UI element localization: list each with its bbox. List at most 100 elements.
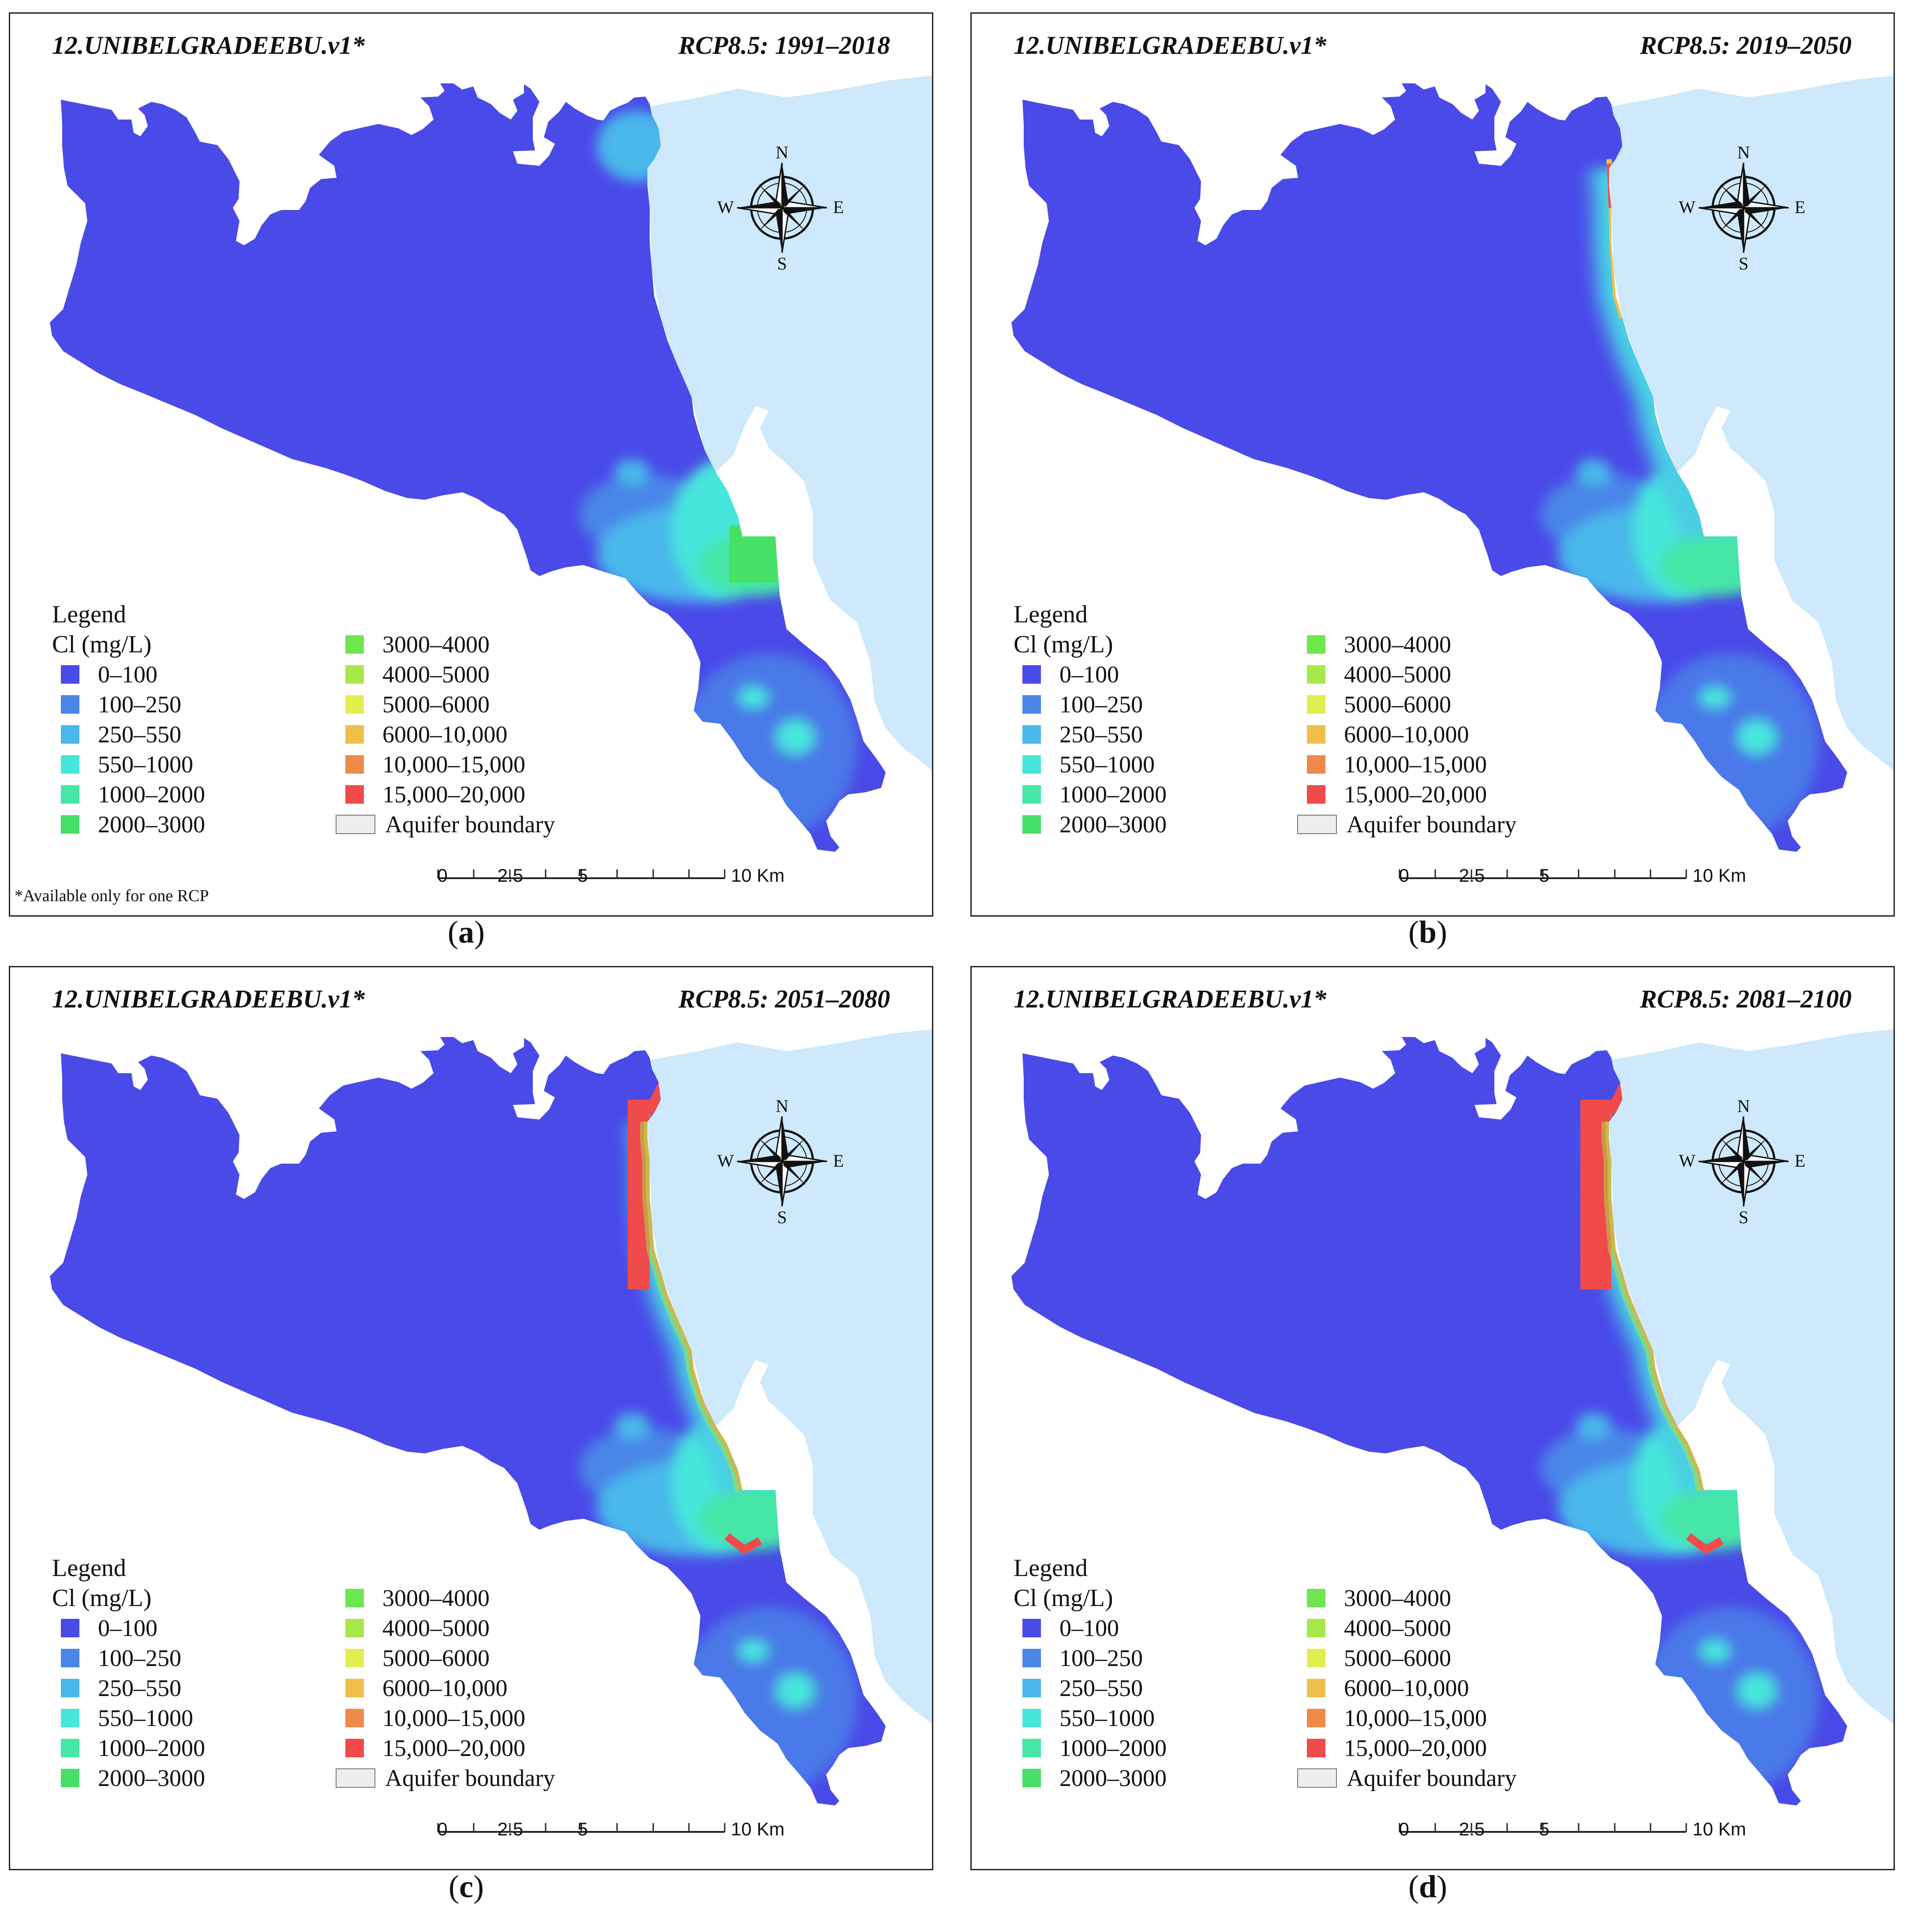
legend-label: 100–250	[98, 1645, 181, 1671]
legend-label: 0–100	[1059, 1615, 1119, 1641]
legend-swatch	[1307, 1589, 1325, 1607]
legend-item-boundary: Aquifer boundary	[336, 809, 555, 839]
compass-s-label: S	[1739, 254, 1748, 273]
legend-swatch	[61, 1769, 79, 1787]
scale-bar	[437, 869, 726, 879]
aquifer-area	[1011, 83, 1847, 852]
legend-label: 4000–5000	[382, 1615, 490, 1641]
legend-swatch	[61, 755, 79, 774]
panel-caption: (c)	[449, 1869, 484, 1904]
compass-e-label: E	[1795, 197, 1805, 217]
legend-swatch	[1307, 665, 1325, 684]
legend-swatch	[1307, 755, 1325, 774]
legend-column-high: 3000–4000 4000–5000 5000–6000 6000–10,000 10…	[336, 629, 555, 839]
legend-item: 6000–10,000	[1307, 1673, 1516, 1703]
compass-rose-icon: N S E W	[717, 1096, 844, 1227]
legend-swatch	[1022, 785, 1041, 804]
legend-item: 250–550	[1022, 1673, 1167, 1703]
panel-caption-letter: b	[1418, 914, 1437, 950]
legend-swatch	[345, 1709, 364, 1727]
legend-swatch	[61, 1709, 79, 1727]
map-canvas: N S E W	[1011, 1029, 1894, 1833]
legend-column-low: 0–100 100–250 250–550 550–1000 1000–2000 2000…	[61, 1613, 205, 1793]
legend-title: Legend	[1014, 1554, 1088, 1582]
compass-rose-icon: N S E W	[717, 142, 844, 273]
map-panel-b: N S E W 12.UNIBELGRADEEBU.v1* RCP8.5: 2019–20…	[970, 12, 1895, 917]
legend-swatch	[1307, 785, 1325, 804]
legend-label: 100–250	[98, 691, 181, 718]
map-period-label: RCP8.5: 1991–2018	[678, 31, 890, 60]
legend-column-high: 3000–4000 4000–5000 5000–6000 6000–10,000 10…	[1297, 629, 1517, 839]
legend-label: 2000–3000	[98, 1765, 205, 1791]
legend-item-boundary: Aquifer boundary	[336, 1763, 555, 1793]
legend-swatch	[345, 1739, 364, 1757]
legend-label: Aquifer boundary	[1347, 1765, 1517, 1791]
legend-swatch	[1022, 725, 1041, 744]
scale-tick-label: 2.5	[1459, 865, 1485, 886]
legend-swatch	[1022, 755, 1041, 774]
sea-area	[647, 1029, 932, 1724]
legend-label: 250–550	[1059, 721, 1143, 748]
aquifer-area	[50, 83, 886, 852]
legend-item: 0–100	[1022, 1613, 1167, 1643]
footnote: *Available only for one RCP	[15, 887, 209, 905]
legend-item: 6000–10,000	[345, 1673, 555, 1703]
legend-item: 10,000–15,000	[1307, 1703, 1516, 1733]
legend-label: 5000–6000	[382, 1645, 490, 1671]
compass-n-label: N	[1737, 1096, 1750, 1116]
legend-item: 1000–2000	[61, 779, 205, 809]
legend-item: 6000–10,000	[345, 719, 555, 749]
legend-title: Legend	[1014, 601, 1088, 628]
legend-swatch	[345, 1589, 364, 1607]
compass-w-label: W	[1679, 1151, 1695, 1171]
legend-label: 10,000–15,000	[1344, 1705, 1487, 1731]
legend-item: 3000–4000	[345, 1583, 555, 1613]
legend-item: 6000–10,000	[1307, 719, 1516, 749]
legend-subtitle: Cl (mg/L)	[52, 1584, 152, 1612]
legend-item: 1000–2000	[1022, 1733, 1167, 1763]
compass-s-label: S	[777, 1207, 787, 1227]
legend-label: 2000–3000	[98, 811, 205, 838]
legend-item: 100–250	[61, 1643, 205, 1673]
legend-item: 2000–3000	[1022, 1763, 1167, 1793]
legend-column-high: 3000–4000 4000–5000 5000–6000 6000–10,000 10…	[336, 1583, 555, 1793]
legend-swatch	[61, 1739, 79, 1757]
compass-w-label: W	[717, 197, 734, 217]
legend-swatch	[61, 785, 79, 804]
legend-title: Legend	[52, 601, 126, 628]
legend-label: 550–1000	[1059, 1705, 1155, 1731]
map-panel-d: N S E W 12.UNIBELGRADEEBU.v1* RCP8.5: 2081–21…	[970, 966, 1895, 1870]
panel-caption: (d)	[1408, 1869, 1448, 1904]
legend-swatch	[345, 1619, 364, 1637]
sea-area	[1609, 75, 1894, 771]
scale-tick-label: 0	[437, 865, 448, 886]
legend-label: Aquifer boundary	[1347, 811, 1517, 838]
legend-label: 3000–4000	[382, 1585, 490, 1611]
compass-n-label: N	[776, 1096, 789, 1116]
compass-rose-icon: N S E W	[1679, 142, 1805, 273]
legend-swatch	[1307, 635, 1325, 654]
map-canvas: N S E W	[1011, 75, 1894, 879]
legend-swatch	[1022, 1649, 1041, 1667]
legend-swatch-boundary	[336, 815, 375, 834]
legend-label: 10,000–15,000	[382, 751, 525, 778]
legend-label: 15,000–20,000	[382, 1735, 525, 1761]
legend-item: 1000–2000	[1022, 779, 1167, 809]
legend-swatch	[345, 785, 364, 804]
compass-w-label: W	[1679, 197, 1695, 217]
scale-tick-label: 2.5	[497, 1819, 524, 1839]
compass-n-label: N	[1737, 142, 1750, 162]
legend-item: 4000–5000	[1307, 659, 1516, 689]
scale-bar	[1399, 869, 1687, 879]
legend-swatch	[1307, 695, 1325, 714]
compass-e-label: E	[1795, 1151, 1805, 1171]
legend-label: 5000–6000	[1344, 691, 1451, 718]
legend-label: 1000–2000	[1059, 1735, 1167, 1761]
legend-subtitle: Cl (mg/L)	[1014, 1584, 1113, 1612]
legend-item: 10,000–15,000	[345, 749, 555, 779]
legend-swatch	[345, 695, 364, 714]
legend-swatch	[1022, 1679, 1041, 1697]
compass-s-label: S	[1739, 1207, 1748, 1227]
legend-label: 3000–4000	[382, 631, 490, 658]
legend-label: 2000–3000	[1059, 1765, 1167, 1791]
